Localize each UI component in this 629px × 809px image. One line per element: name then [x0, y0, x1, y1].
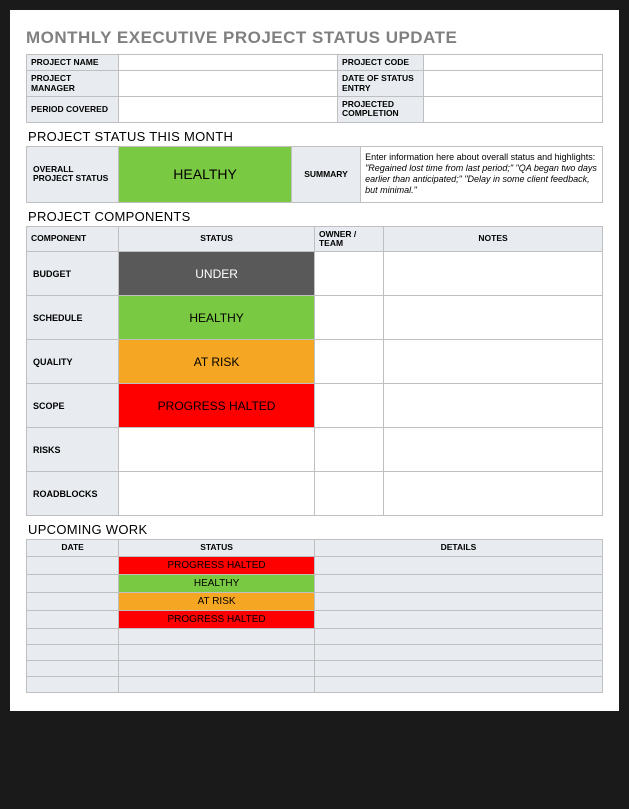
table-row — [27, 676, 603, 692]
overall-status-value: HEALTHY — [119, 146, 292, 202]
table-row: HEALTHY — [27, 574, 603, 592]
components-header-owner: OWNER / TEAM — [314, 226, 383, 252]
upcoming-details[interactable] — [314, 660, 602, 676]
overall-status-label: OVERALL PROJECT STATUS — [27, 146, 119, 202]
section-title-status-month: PROJECT STATUS THIS MONTH — [28, 129, 603, 144]
summary-label: SUMMARY — [291, 146, 360, 202]
component-status: UNDER — [119, 252, 315, 296]
upcoming-status: AT RISK — [119, 592, 315, 610]
component-label: RISKS — [27, 428, 119, 472]
components-header-status: STATUS — [119, 226, 315, 252]
upcoming-date[interactable] — [27, 574, 119, 592]
components-header-component: COMPONENT — [27, 226, 119, 252]
component-label: SCHEDULE — [27, 296, 119, 340]
component-owner[interactable] — [314, 252, 383, 296]
upcoming-date[interactable] — [27, 676, 119, 692]
upcoming-status: HEALTHY — [119, 574, 315, 592]
meta-value-project-code[interactable] — [424, 55, 603, 71]
upcoming-date[interactable] — [27, 610, 119, 628]
table-row: BUDGETUNDER — [27, 252, 603, 296]
component-notes[interactable] — [384, 384, 603, 428]
table-row: AT RISK — [27, 592, 603, 610]
upcoming-header-date: DATE — [27, 540, 119, 556]
component-status: PROGRESS HALTED — [119, 384, 315, 428]
upcoming-status: PROGRESS HALTED — [119, 556, 315, 574]
upcoming-details[interactable] — [314, 628, 602, 644]
meta-value-projected[interactable] — [424, 97, 603, 123]
table-row — [27, 628, 603, 644]
upcoming-header-status: STATUS — [119, 540, 315, 556]
upcoming-date[interactable] — [27, 592, 119, 610]
summary-examples: "Regained lost time from last period;" "… — [365, 163, 597, 196]
component-owner[interactable] — [314, 296, 383, 340]
upcoming-header-details: DETAILS — [314, 540, 602, 556]
table-row: PROGRESS HALTED — [27, 556, 603, 574]
upcoming-status: PROGRESS HALTED — [119, 610, 315, 628]
upcoming-table: DATE STATUS DETAILS PROGRESS HALTEDHEALT… — [26, 539, 603, 692]
section-title-components: PROJECT COMPONENTS — [28, 209, 603, 224]
meta-label-project-manager: PROJECT MANAGER — [27, 71, 119, 97]
component-label: SCOPE — [27, 384, 119, 428]
component-owner[interactable] — [314, 340, 383, 384]
meta-label-project-code: PROJECT CODE — [338, 55, 424, 71]
meta-label-project-name: PROJECT NAME — [27, 55, 119, 71]
component-label: ROADBLOCKS — [27, 472, 119, 516]
component-status — [119, 428, 315, 472]
upcoming-status — [119, 628, 315, 644]
meta-label-projected: PROJECTED COMPLETION — [338, 97, 424, 123]
status-month-table: OVERALL PROJECT STATUS HEALTHY SUMMARY E… — [26, 146, 603, 203]
component-label: QUALITY — [27, 340, 119, 384]
component-status: HEALTHY — [119, 296, 315, 340]
meta-value-period[interactable] — [119, 97, 338, 123]
table-row: ROADBLOCKS — [27, 472, 603, 516]
meta-value-project-name[interactable] — [119, 55, 338, 71]
component-owner[interactable] — [314, 472, 383, 516]
upcoming-date[interactable] — [27, 644, 119, 660]
component-owner[interactable] — [314, 384, 383, 428]
components-table: COMPONENT STATUS OWNER / TEAM NOTES BUDG… — [26, 226, 603, 517]
upcoming-details[interactable] — [314, 574, 602, 592]
component-status: AT RISK — [119, 340, 315, 384]
section-title-upcoming: UPCOMING WORK — [28, 522, 603, 537]
table-row — [27, 660, 603, 676]
component-owner[interactable] — [314, 428, 383, 472]
component-notes[interactable] — [384, 472, 603, 516]
page-title: MONTHLY EXECUTIVE PROJECT STATUS UPDATE — [26, 28, 603, 48]
component-notes[interactable] — [384, 252, 603, 296]
meta-table: PROJECT NAME PROJECT CODE PROJECT MANAGE… — [26, 54, 603, 123]
upcoming-date[interactable] — [27, 660, 119, 676]
table-row: RISKS — [27, 428, 603, 472]
component-status — [119, 472, 315, 516]
document-page: MONTHLY EXECUTIVE PROJECT STATUS UPDATE … — [10, 10, 619, 711]
table-row: SCOPEPROGRESS HALTED — [27, 384, 603, 428]
upcoming-details[interactable] — [314, 644, 602, 660]
meta-value-project-manager[interactable] — [119, 71, 338, 97]
table-row: PROGRESS HALTED — [27, 610, 603, 628]
upcoming-date[interactable] — [27, 628, 119, 644]
components-header-notes: NOTES — [384, 226, 603, 252]
table-row: QUALITYAT RISK — [27, 340, 603, 384]
meta-value-date-status[interactable] — [424, 71, 603, 97]
summary-intro: Enter information here about overall sta… — [365, 152, 595, 162]
upcoming-date[interactable] — [27, 556, 119, 574]
component-notes[interactable] — [384, 296, 603, 340]
table-row: SCHEDULEHEALTHY — [27, 296, 603, 340]
upcoming-details[interactable] — [314, 610, 602, 628]
summary-text[interactable]: Enter information here about overall sta… — [361, 146, 603, 202]
table-row — [27, 644, 603, 660]
upcoming-status — [119, 660, 315, 676]
upcoming-status — [119, 676, 315, 692]
upcoming-details[interactable] — [314, 676, 602, 692]
upcoming-status — [119, 644, 315, 660]
meta-label-date-status: DATE OF STATUS ENTRY — [338, 71, 424, 97]
upcoming-details[interactable] — [314, 556, 602, 574]
component-notes[interactable] — [384, 428, 603, 472]
upcoming-details[interactable] — [314, 592, 602, 610]
meta-label-period: PERIOD COVERED — [27, 97, 119, 123]
component-label: BUDGET — [27, 252, 119, 296]
component-notes[interactable] — [384, 340, 603, 384]
